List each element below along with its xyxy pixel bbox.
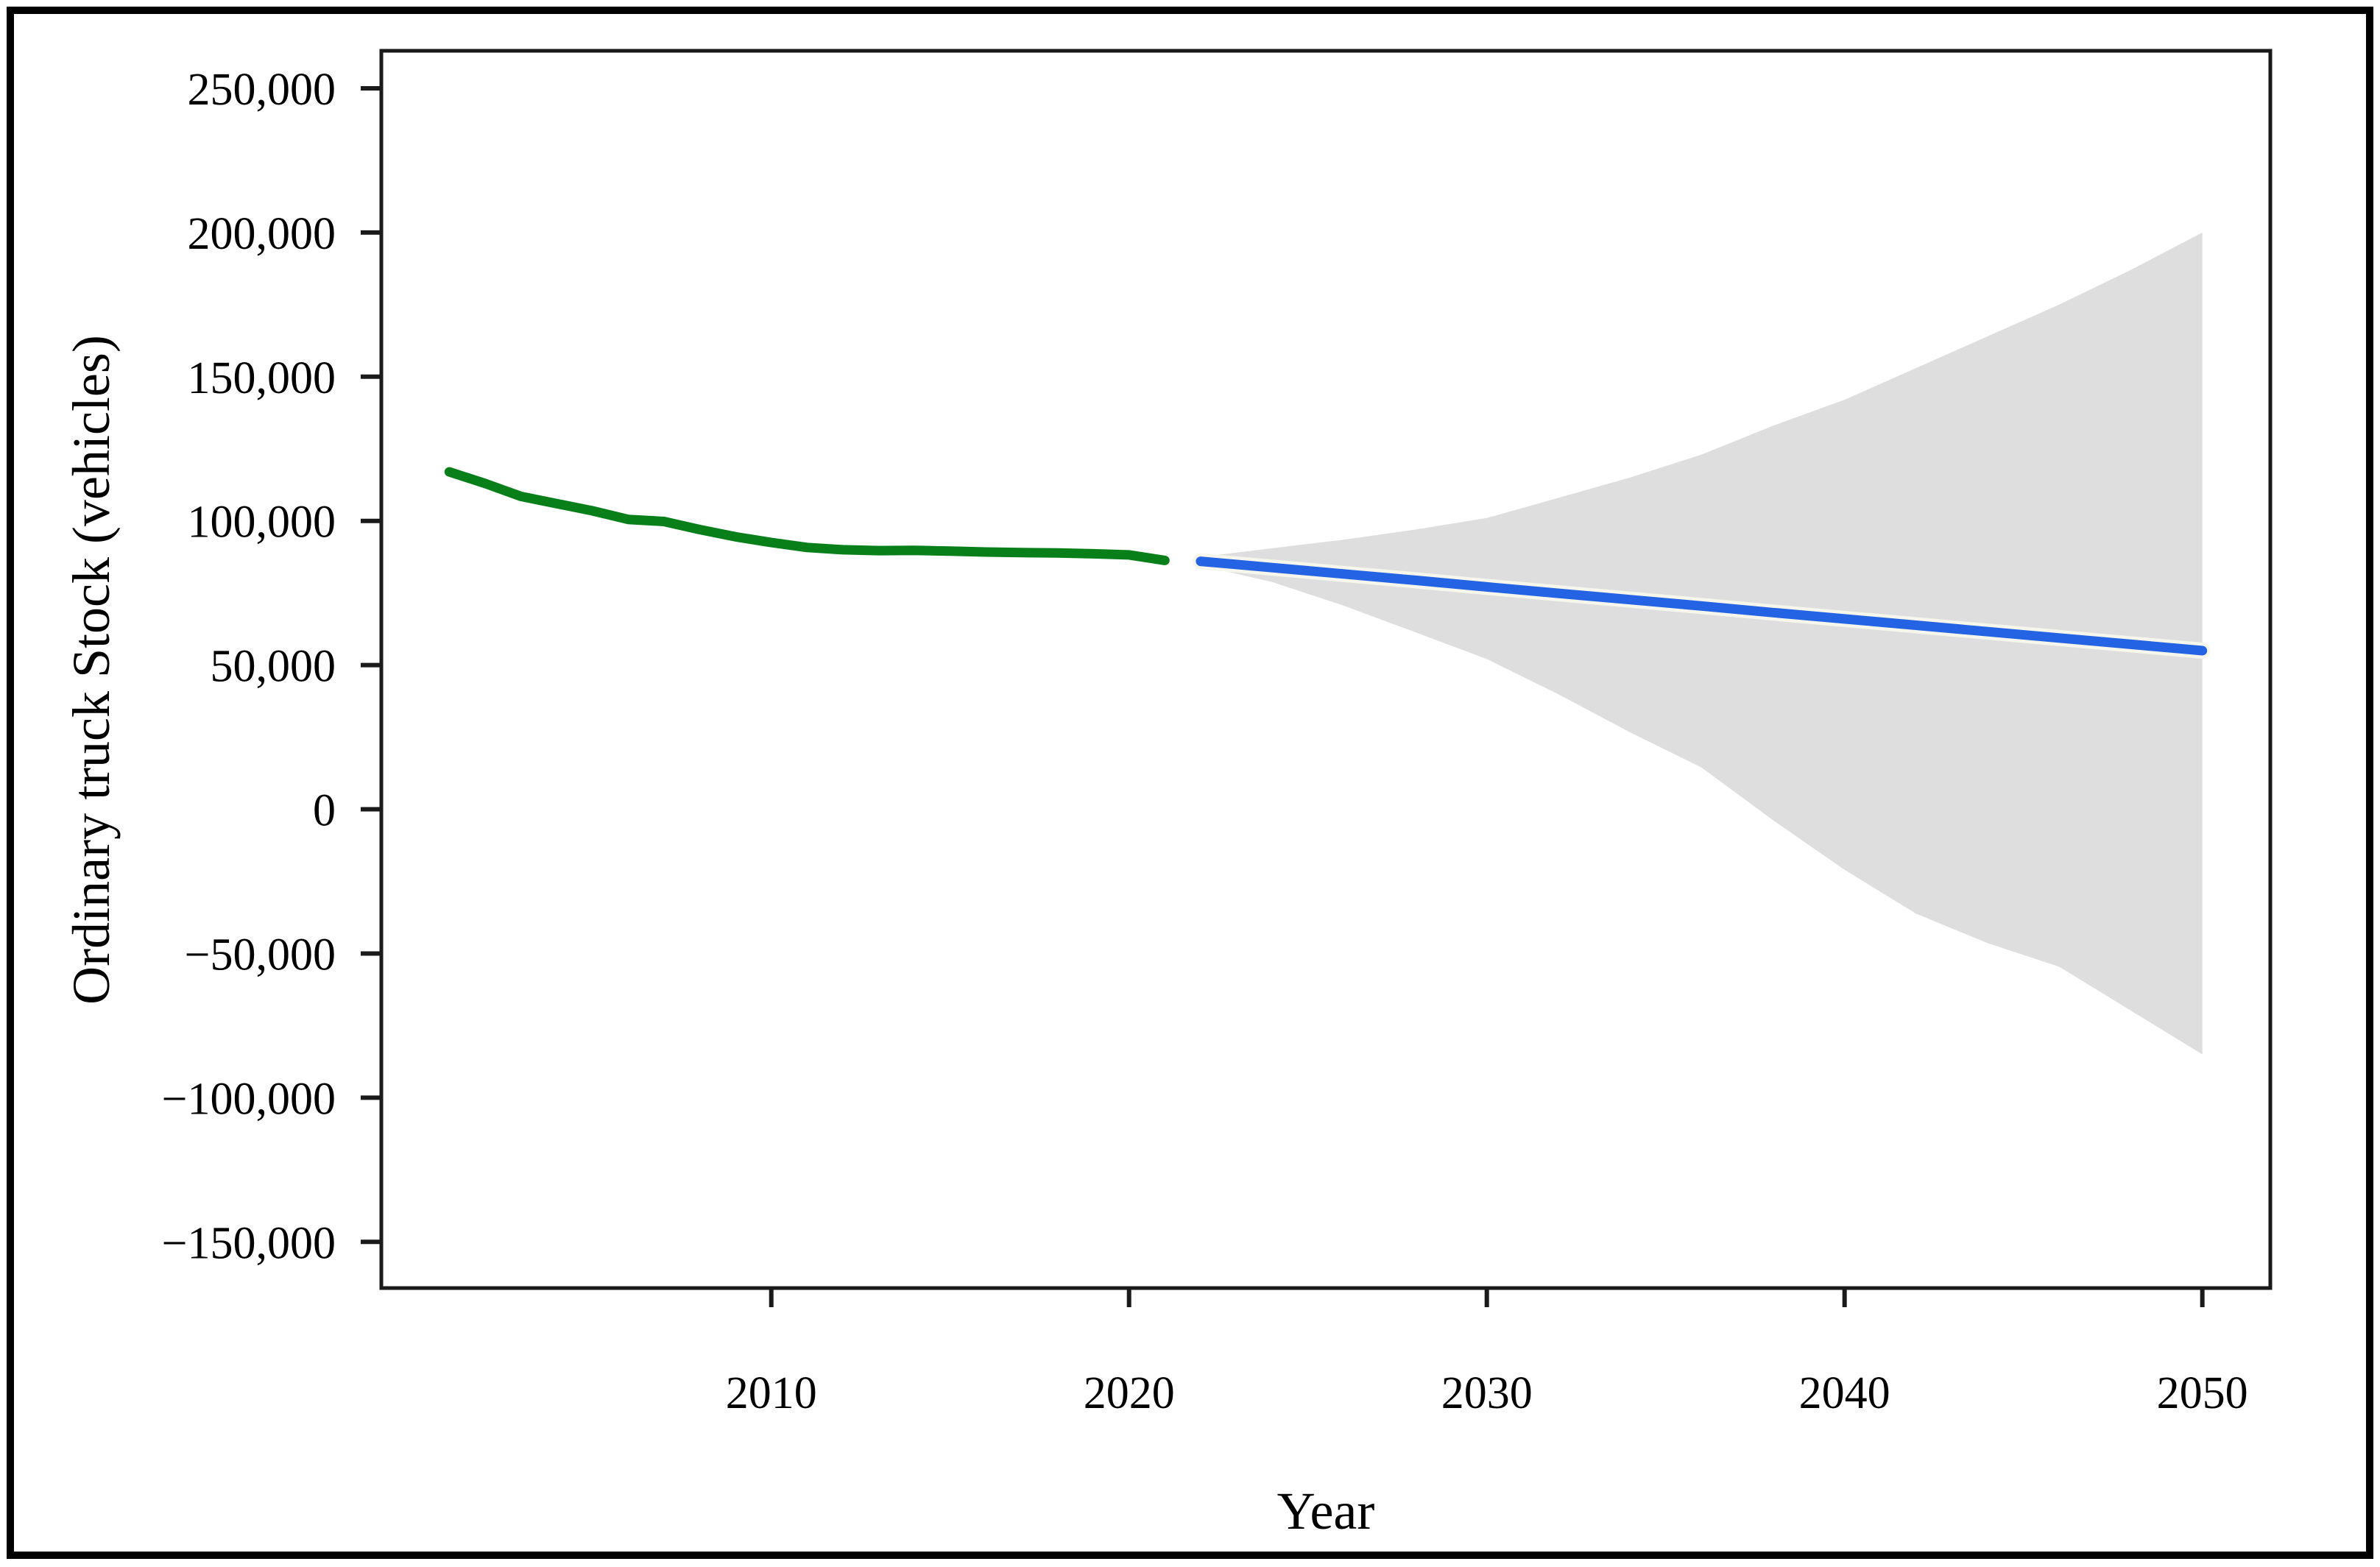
y-tick-label: 200,000: [188, 209, 336, 259]
y-axis-title: Ordinary truck Stock (vehicles): [62, 335, 121, 1005]
y-tick-label: 50,000: [211, 642, 336, 692]
y-tick-label: −150,000: [162, 1218, 336, 1268]
prediction-interval-band: [1200, 232, 2203, 1055]
prediction-interval-polygon: [1200, 232, 2203, 1055]
series-lines: [444, 467, 2211, 659]
x-tick-label: 2040: [1799, 1368, 1890, 1418]
historical-line: [444, 467, 1170, 565]
plot-box: [379, 49, 2273, 1290]
x-tick-label: 2050: [2157, 1368, 2248, 1418]
y-tick-label: 100,000: [188, 498, 336, 548]
x-tick-label: 2010: [726, 1368, 817, 1418]
figure-border: [7, 7, 2373, 1559]
y-tick-label: −50,000: [185, 930, 336, 980]
x-tick-label: 2020: [1084, 1368, 1175, 1418]
y-tick-label: 0: [313, 786, 336, 836]
y-tick-label: −100,000: [162, 1074, 336, 1124]
axes: 250,000 200,000 150,000 100,000 50,000 0 −50,0…: [162, 65, 2248, 1418]
forecast-line: [1196, 556, 2208, 656]
x-axis-title: Year: [1277, 1482, 1375, 1541]
y-tick-label: 150,000: [188, 353, 336, 403]
x-tick-label: 2030: [1441, 1368, 1533, 1418]
y-tick-label: 250,000: [188, 65, 336, 115]
